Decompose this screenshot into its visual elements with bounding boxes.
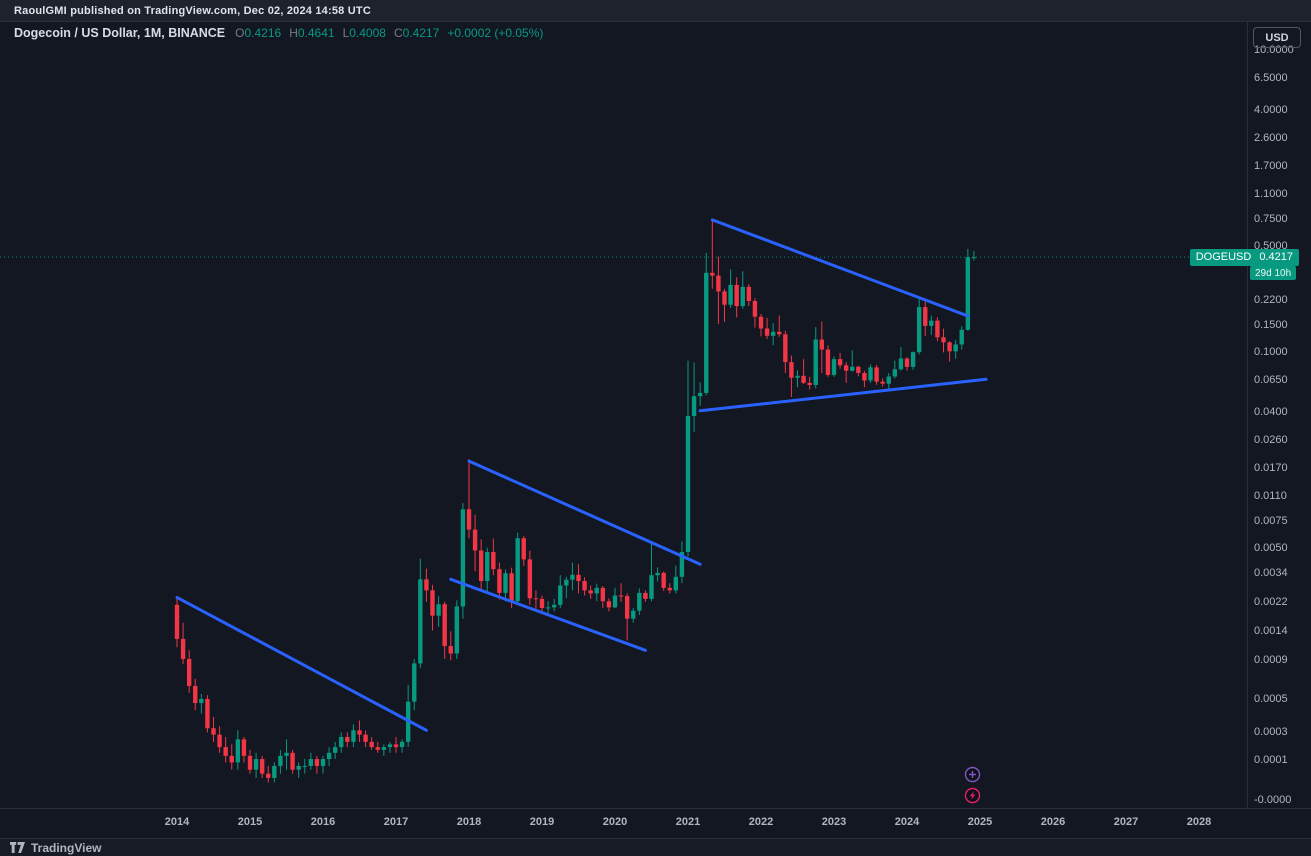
price-axis-tick: 2.6000 xyxy=(1254,131,1288,144)
ohlc-open-label: O xyxy=(235,26,245,40)
price-axis-border xyxy=(1247,22,1248,808)
price-axis-tick: 0.1000 xyxy=(1254,345,1288,358)
ohlc-low-label: L xyxy=(342,26,350,40)
price-axis-tick: 0.0001 xyxy=(1254,754,1288,766)
last-price-symbol: DOGEUSD xyxy=(1195,251,1252,264)
time-axis-year-label: 2021 xyxy=(675,816,701,828)
price-axis-tick: 0.0110 xyxy=(1254,490,1287,503)
tradingview-brand[interactable]: TradingView xyxy=(31,840,102,855)
ohlc-high: H 0.4641 xyxy=(289,26,334,40)
ohlc-open-value: 0.4216 xyxy=(244,26,282,40)
price-axis-tick: 0.0075 xyxy=(1254,515,1288,528)
candles xyxy=(174,219,977,783)
price-axis-tick: 0.0170 xyxy=(1254,461,1288,474)
price-axis-tick: 0.0260 xyxy=(1254,433,1288,446)
price-axis-tick: 6.5000 xyxy=(1254,71,1288,84)
last-price-label: DOGEUSD 0.4217 xyxy=(1189,248,1299,266)
time-axis-year-label: 2027 xyxy=(1113,816,1139,828)
price-axis-tick: 1.7000 xyxy=(1254,159,1288,172)
currency-toggle-button[interactable]: USD xyxy=(1253,27,1301,48)
candlestick-plot[interactable] xyxy=(0,0,1311,838)
publish-bar: RaoulGMI published on TradingView.com, D… xyxy=(0,0,1311,22)
price-axis-tick: -0.0000 xyxy=(1254,794,1292,806)
time-axis-year-label: 2025 xyxy=(967,816,993,828)
price-axis-tick: 0.2200 xyxy=(1254,293,1288,306)
price-axis-tick: 0.0650 xyxy=(1254,373,1288,386)
price-axis-tick: 0.7500 xyxy=(1254,213,1288,226)
time-axis-year-label: 2026 xyxy=(1040,816,1066,828)
time-axis-year-label: 2024 xyxy=(894,816,920,828)
ohlc-high-label: H xyxy=(289,26,298,40)
time-axis-year-label: 2023 xyxy=(821,816,847,828)
publish-text: RaoulGMI published on TradingView.com, D… xyxy=(14,4,371,17)
price-axis-tick: 0.0005 xyxy=(1254,692,1288,705)
chart-header: Dogecoin / US Dollar, 1M, BINANCE O 0.421… xyxy=(14,25,543,41)
time-axis-year-label: 2020 xyxy=(602,816,628,828)
price-change: +0.0002 (+0.05%) xyxy=(447,26,544,40)
ohlc-low-value: 0.4008 xyxy=(349,26,386,40)
price-axis-tick: 1.1000 xyxy=(1254,188,1288,201)
ohlc-close-value: 0.4217 xyxy=(402,26,440,40)
ohlc-close: C 0.4217 xyxy=(394,26,439,40)
time-axis-year-label: 2028 xyxy=(1186,816,1212,828)
last-price-value: 0.4217 xyxy=(1259,251,1293,264)
bar-countdown-label: 29d 10h xyxy=(1250,266,1297,281)
price-axis-tick: 0.0003 xyxy=(1254,726,1288,739)
price-axis-tick: 0.0022 xyxy=(1254,595,1288,608)
price-axis-tick: 0.0400 xyxy=(1254,405,1288,418)
time-axis-year-label: 2015 xyxy=(237,816,263,828)
time-axis-year-label: 2022 xyxy=(748,816,774,828)
footer-bar: TradingView xyxy=(0,838,1311,856)
ohlc-open: O 0.4216 xyxy=(235,26,281,40)
ohlc-low: L 0.4008 xyxy=(343,26,386,40)
price-axis-tick: 10.0000 xyxy=(1254,43,1294,56)
time-axis-year-label: 2019 xyxy=(529,816,555,828)
price-axis-tick: 0.1500 xyxy=(1254,318,1288,331)
price-axis-tick: 4.0000 xyxy=(1254,103,1288,116)
price-axis-tick: 0.0034 xyxy=(1254,567,1288,580)
price-axis-tick: 0.0050 xyxy=(1254,541,1288,554)
symbol-title[interactable]: Dogecoin / US Dollar, 1M, BINANCE xyxy=(14,26,226,40)
plus-badge-icon[interactable] xyxy=(964,766,981,783)
lightning-badge-icon[interactable] xyxy=(964,787,981,804)
ohlc-readout: O 0.4216 H 0.4641 L 0.4008 C 0.4217 +0.0002 … xyxy=(235,26,543,40)
time-axis-year-label: 2016 xyxy=(310,816,336,828)
price-axis-tick: 0.0014 xyxy=(1254,625,1288,638)
time-axis-year-label: 2017 xyxy=(383,816,409,828)
price-axis-tick: 0.0009 xyxy=(1254,654,1288,667)
ohlc-high-value: 0.4641 xyxy=(297,26,335,40)
ohlc-close-label: C xyxy=(393,26,403,40)
time-axis-year-label: 2014 xyxy=(164,816,190,828)
tradingview-logo-icon[interactable] xyxy=(10,842,25,853)
time-axis-year-label: 2018 xyxy=(456,816,482,828)
time-axis[interactable]: 2014 2015 2016 2017 2018 2019 2020 2021 2022 2023… xyxy=(0,808,1311,838)
trendlines[interactable] xyxy=(175,218,988,732)
